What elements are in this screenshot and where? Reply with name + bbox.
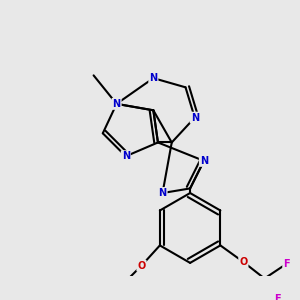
Text: O: O <box>239 257 248 267</box>
Text: N: N <box>158 188 166 198</box>
Text: F: F <box>283 259 290 269</box>
Text: O: O <box>137 261 146 271</box>
Text: N: N <box>149 73 158 83</box>
Text: N: N <box>190 113 199 123</box>
Text: N: N <box>200 156 208 166</box>
Text: N: N <box>122 151 130 161</box>
Text: N: N <box>112 99 121 109</box>
Text: F: F <box>274 294 281 300</box>
